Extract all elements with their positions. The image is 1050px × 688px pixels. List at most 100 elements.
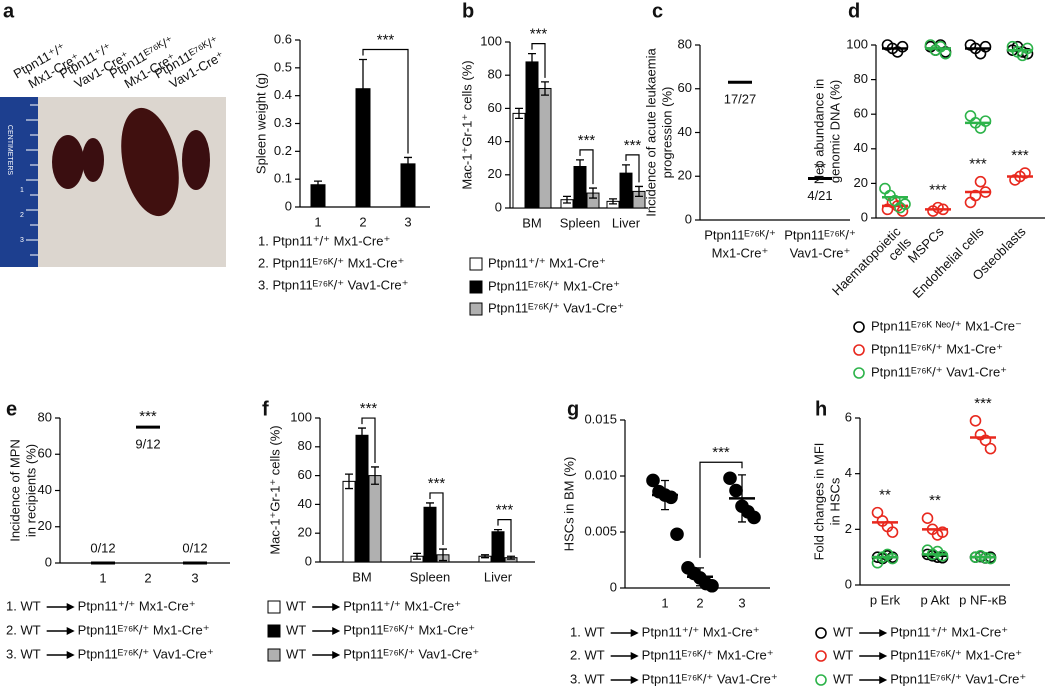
y-tick-label: 0.6: [274, 31, 292, 46]
data-point: [879, 182, 891, 195]
error-bar: [426, 502, 434, 513]
legend-label: Ptpn11⁺/⁺ Mx1-Cre⁺: [642, 624, 760, 639]
data-point: [899, 198, 911, 210]
legend-label: 1. Ptpn11⁺/⁺ Mx1-Cre⁺: [258, 233, 390, 248]
ruler-label: CENTIMETERS: [6, 125, 13, 176]
significance-label: ***: [496, 502, 514, 519]
y-axis-label: Mac-1⁺Gr-1⁺ cells (%): [267, 425, 282, 554]
data-point: [969, 189, 982, 202]
arrow-head: [630, 676, 639, 684]
data-point: [974, 175, 987, 188]
y-axis-label: Fold changes in MFI: [811, 443, 826, 561]
legend-label: 3. WT: [6, 646, 41, 661]
x-tick-label: 2: [359, 214, 366, 229]
legend-swatch: [853, 344, 865, 356]
x-tick-label: 1: [99, 570, 106, 585]
legend-label: Ptpn11⁺/⁺ Mx1-Cre⁺: [78, 598, 196, 613]
arrow-head: [332, 651, 341, 659]
error-bar: [314, 180, 322, 190]
data-point: [964, 196, 977, 209]
value-label: 0/12: [182, 540, 207, 555]
y-tick-label: 80: [678, 36, 692, 51]
significance-bracket: [531, 43, 546, 78]
legend-label: WT: [286, 622, 306, 637]
legend-label: Ptpn11ᴱ⁷⁶ᴷ/⁺ Mx1-Cre⁺: [890, 647, 1022, 662]
legend-swatch: [267, 624, 281, 638]
y-tick-label: 40: [298, 496, 312, 511]
y-tick-label: 0.010: [584, 467, 617, 482]
error-bar: [404, 156, 412, 171]
y-tick-label: 0.5: [274, 59, 292, 74]
panel-letter: b: [462, 0, 474, 22]
significance-label: ***: [530, 26, 548, 43]
legend-swatch: [267, 648, 281, 662]
error-bar: [507, 555, 515, 560]
data-point: [646, 473, 660, 488]
legend-label: WT: [286, 646, 306, 661]
data-point: [723, 471, 737, 486]
bar: [538, 87, 552, 209]
y-tick-label: 20: [678, 168, 692, 183]
y-tick-label: 40: [678, 124, 692, 139]
error-bar: [622, 164, 630, 183]
legend-label: WT: [833, 671, 853, 686]
error-bar: [515, 107, 523, 120]
y-tick-label: 0: [285, 198, 292, 213]
data-point: [871, 506, 884, 519]
legend-label: 2. WT: [6, 622, 41, 637]
error-bar: [696, 567, 704, 587]
arrow-head: [630, 629, 639, 637]
x-tick-label: p NF-κB: [959, 592, 1007, 607]
y-tick-label: 100: [846, 36, 868, 51]
y-tick-label: 0.2: [274, 143, 292, 158]
x-tick-label: Ptpn11ᴱ⁷⁶ᴷ/⁺: [784, 227, 856, 242]
value-label: 4/21: [807, 188, 832, 203]
error-bar: [439, 548, 447, 562]
spleen-photo: CENTIMETERS 1 2 3: [0, 97, 226, 267]
legend-label: Ptpn11⁺/⁺ Mx1-Cre⁺: [890, 624, 1008, 639]
x-tick-label: BM: [522, 215, 542, 230]
arrow-head: [66, 651, 75, 659]
y-tick-label: 0: [495, 199, 502, 214]
significance-label: **: [814, 159, 826, 176]
legend-label: WT: [286, 598, 306, 613]
y-tick-label: 60: [854, 106, 868, 121]
bar: [423, 506, 437, 563]
data-point: [664, 490, 678, 505]
value-label: 0/12: [90, 540, 115, 555]
y-tick-label: 0: [685, 211, 692, 226]
spleen: [182, 130, 210, 190]
y-tick-label: 0: [610, 579, 617, 594]
x-tick-label: Liver: [484, 569, 513, 584]
error-bar: [413, 552, 421, 560]
legend-swatch: [267, 600, 281, 614]
significance-label: ***: [929, 182, 947, 199]
arrow-head: [332, 627, 341, 635]
y-axis-label: progression (%): [659, 87, 674, 179]
error-bar: [494, 528, 502, 535]
legend-label: WT: [833, 647, 853, 662]
x-tick-label: Ptpn11ᴱ⁷⁶ᴷ/⁺: [704, 227, 776, 242]
significance-label: ***: [974, 395, 992, 412]
data-point: [896, 40, 909, 53]
legend-swatch: [815, 650, 827, 662]
error-bar: [576, 159, 584, 174]
y-axis-label: in recipients (%): [23, 444, 38, 537]
significance-label: ***: [1011, 147, 1029, 164]
ruler: [0, 97, 38, 267]
panel-letter: d: [848, 0, 860, 22]
y-tick-label: 40: [488, 133, 502, 148]
data-point: [886, 526, 899, 538]
y-tick-label: 0.4: [274, 87, 292, 102]
arrow-head: [630, 652, 639, 660]
y-tick-label: 0.015: [584, 411, 617, 426]
y-tick-label: 0.005: [584, 523, 617, 538]
y-tick-label: 0.1: [274, 171, 292, 186]
arrow-head: [879, 629, 888, 637]
x-tick-label: 3: [738, 595, 745, 610]
legend-label: Ptpn11ᴱ⁷⁶ᴷ/⁺ Vav1-Cre⁺: [871, 364, 1007, 379]
y-tick-label: 80: [488, 67, 502, 82]
y-tick-label: 80: [38, 409, 52, 424]
bar: [512, 112, 526, 209]
